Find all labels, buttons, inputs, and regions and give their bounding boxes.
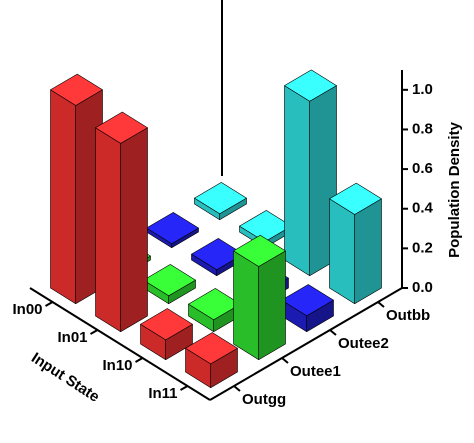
bar-top xyxy=(233,234,286,267)
x-tick xyxy=(180,385,188,391)
bar-top xyxy=(140,308,193,341)
col-tick xyxy=(329,329,337,336)
col-tick xyxy=(281,357,289,364)
bar xyxy=(185,332,238,389)
bar-top xyxy=(50,73,103,106)
floor-edge xyxy=(29,287,211,401)
col-tick-label: Outee2 xyxy=(338,335,389,352)
z-tick-label: 0.8 xyxy=(412,120,433,137)
bar xyxy=(284,69,337,277)
x-tick-label: In10 xyxy=(102,357,132,374)
floor-edge xyxy=(209,287,403,401)
bar-top xyxy=(329,182,382,215)
z-tick-label: 1.0 xyxy=(412,81,433,98)
bar-top xyxy=(146,212,199,244)
z-tick-label: 0.4 xyxy=(412,200,434,217)
x-tick-label: In00 xyxy=(12,301,42,318)
bar xyxy=(188,288,241,333)
bar-top xyxy=(281,284,334,317)
bar-front xyxy=(354,198,382,305)
z-tick-label: 0.2 xyxy=(412,239,433,256)
x-tick-label: In01 xyxy=(57,329,87,346)
bar-top xyxy=(284,69,337,102)
bar xyxy=(95,111,148,333)
bar xyxy=(329,182,382,305)
bar xyxy=(194,182,247,220)
bar-top xyxy=(143,264,196,297)
bar xyxy=(143,264,196,305)
z-axis-title: Population Density xyxy=(446,121,463,258)
x-tick xyxy=(90,329,98,335)
bar xyxy=(281,284,334,333)
bar-top xyxy=(185,332,238,365)
x-tick xyxy=(45,301,53,307)
col-tick xyxy=(233,385,241,392)
bar xyxy=(140,308,193,361)
bar-top xyxy=(194,182,247,214)
x-tick-label: In11 xyxy=(148,385,177,402)
bar-side xyxy=(95,127,121,333)
bar-top xyxy=(95,111,148,144)
bar xyxy=(146,212,199,248)
col-tick-label: Outbb xyxy=(386,307,430,324)
col-tick xyxy=(377,301,385,308)
bar-side xyxy=(233,250,260,361)
bar-side xyxy=(50,89,76,305)
z-tick-label: 0.0 xyxy=(412,279,433,296)
bar-side xyxy=(284,85,311,277)
col-tick-label: Outee1 xyxy=(290,363,341,380)
z-tick-label: 0.6 xyxy=(412,160,433,177)
x-tick xyxy=(135,357,143,363)
x-axis-title: Input State xyxy=(28,349,102,405)
bar-side xyxy=(329,198,356,305)
col-tick-label: Outgg xyxy=(242,391,286,408)
bar xyxy=(233,234,286,361)
bar xyxy=(50,73,103,305)
bar-front xyxy=(258,250,286,361)
bar-front xyxy=(120,127,148,333)
